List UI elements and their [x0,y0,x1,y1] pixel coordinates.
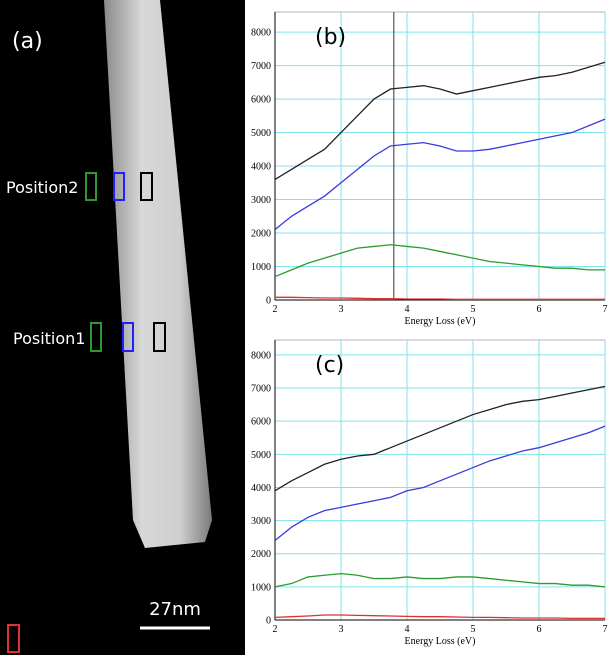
box-green [90,322,102,352]
box-black [140,172,153,201]
y-tick-label: 0 [266,616,271,627]
y-tick-label: 6000 [251,95,271,106]
x-tick-label: 7 [603,624,608,635]
y-tick-label: 7000 [251,384,271,395]
y-tick-label: 7000 [251,61,271,72]
data-line [274,614,605,619]
box-red [7,624,20,653]
x-axis-title: Energy Loss (eV) [405,316,476,327]
x-tick-label: 4 [405,304,410,315]
y-tick-label: 4000 [251,162,271,173]
x-tick-label: 2 [273,624,278,635]
y-axis-title: Electron Count (a.u.) [235,442,245,518]
y-tick-label: 3000 [251,195,271,206]
plot-area [274,11,606,301]
x-tick-label: 6 [537,304,542,315]
y-tick-label: 4000 [251,483,271,494]
data-line [274,118,606,231]
position-label: Position2 [6,178,78,197]
panel-label: (b) [315,25,346,50]
panel-label: (a) [12,29,43,54]
position-label: Position1 [13,329,85,348]
x-tick-label: 3 [339,304,344,315]
y-tick-label: 5000 [251,450,271,461]
y-tick-label: 2000 [251,549,271,560]
plot-area [274,339,606,621]
panel-label: (c) [315,353,344,378]
box-blue [122,322,134,352]
x-tick-label: 5 [471,624,476,635]
y-tick-label: 6000 [251,417,271,428]
y-tick-label: 0 [266,296,271,307]
box-blue [113,172,125,201]
data-line [274,244,605,278]
data-line [274,385,606,492]
data-line [274,572,606,588]
data-line [274,61,606,180]
y-tick-label: 8000 [251,350,271,361]
scale-label: 27nm [149,599,201,620]
data-line [275,296,605,300]
y-tick-label: 1000 [251,262,271,273]
nanowire [104,0,212,548]
x-tick-label: 4 [405,624,410,635]
y-tick-label: 2000 [251,229,271,240]
data-line [274,425,606,541]
x-tick-label: 3 [339,624,344,635]
box-black [153,322,166,352]
x-tick-label: 5 [471,304,476,315]
x-tick-label: 2 [273,304,278,315]
y-tick-label: 1000 [251,582,271,593]
y-tick-label: 8000 [251,28,271,39]
x-tick-label: 6 [537,624,542,635]
y-tick-label: 5000 [251,128,271,139]
x-tick-label: 7 [603,304,608,315]
y-axis-title: Electron Count (a.u.) [235,118,245,194]
x-axis-title: Energy Loss (eV) [405,636,476,647]
y-tick-label: 3000 [251,516,271,527]
box-green [85,172,97,201]
